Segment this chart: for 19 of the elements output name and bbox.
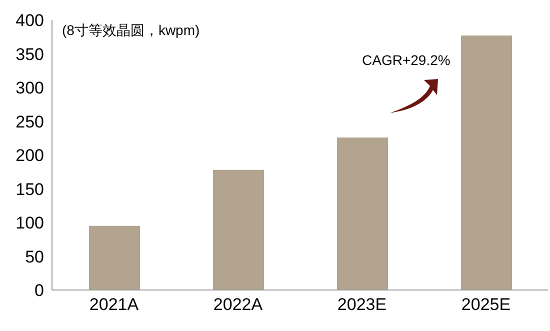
bar <box>213 170 264 290</box>
bar <box>89 226 140 290</box>
y-tick-label: 0 <box>34 281 44 300</box>
y-tick-label: 50 <box>25 247 44 266</box>
x-tick-label: 2022A <box>213 295 264 314</box>
bar <box>337 137 388 290</box>
y-tick-label: 150 <box>16 180 44 199</box>
y-axis-title: (8寸等效晶圆，kwpm) <box>62 22 200 40</box>
x-tick-label: 2025E <box>461 295 511 314</box>
y-tick-label: 300 <box>16 78 44 98</box>
annotation: CAGR+29.2% <box>362 52 450 68</box>
y-tick-label: 100 <box>16 214 44 233</box>
y-tick-label: 400 <box>16 11 44 30</box>
y-tick-label: 200 <box>16 146 44 166</box>
bar <box>461 36 512 290</box>
y-tick-label: 350 <box>16 44 44 64</box>
x-tick-label: 2023E <box>337 295 387 314</box>
y-tick-label: 250 <box>16 112 44 132</box>
x-tick-label: 2021A <box>89 295 140 314</box>
